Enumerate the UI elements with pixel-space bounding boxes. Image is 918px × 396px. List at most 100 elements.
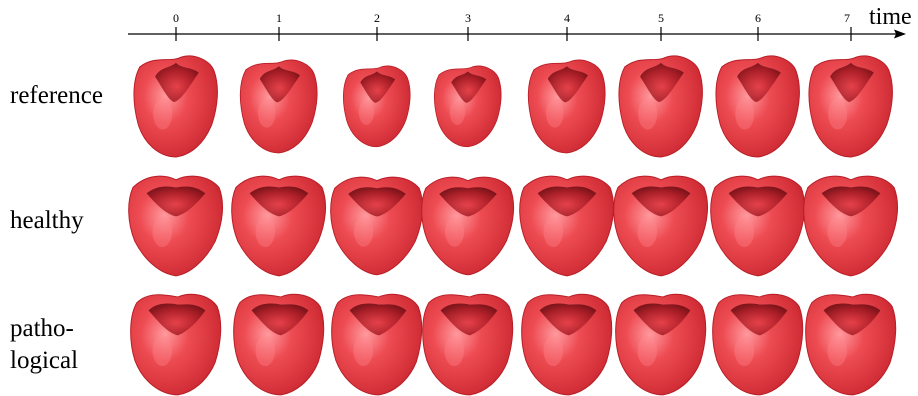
- heart-cavity: [640, 62, 684, 103]
- heart-highlight: [353, 216, 374, 247]
- heart-highlight: [444, 216, 465, 247]
- heart-ventricle-icon: [128, 175, 224, 277]
- heart-ventricle-icon: [331, 293, 423, 396]
- heart-highlight: [153, 98, 173, 130]
- heart-ventricle-icon: [712, 293, 804, 396]
- heart-cavity: [251, 303, 309, 336]
- heart-ventricle-icon: [615, 293, 707, 396]
- heart-cavity: [547, 66, 588, 103]
- time-tick-label: 4: [564, 11, 570, 25]
- heart-surface: [133, 55, 218, 158]
- row-label-pathological: patho- logical: [10, 313, 78, 377]
- heart-ventricle-icon: [527, 59, 606, 154]
- heart-highlight: [449, 99, 465, 125]
- heart-cavity: [730, 303, 788, 336]
- heart-ventricle-icon: [521, 293, 613, 396]
- heart-grid: [128, 55, 899, 396]
- heart-cavity: [155, 62, 199, 103]
- heart-cavity: [830, 62, 874, 103]
- heart-ventricle-icon: [231, 175, 327, 277]
- heart-surface: [527, 59, 606, 154]
- time-tick-label: 6: [755, 11, 761, 25]
- heart-ventricle-icon: [618, 55, 703, 158]
- heart-highlight: [255, 335, 276, 367]
- heart-highlight: [255, 216, 276, 248]
- heart-cavity: [439, 187, 497, 217]
- heart-cavity: [360, 71, 396, 103]
- heart-highlight: [152, 335, 173, 367]
- heart-ventricle-icon: [421, 176, 515, 276]
- heart-ventricle-icon: [808, 55, 893, 158]
- heart-ventricle-icon: [715, 55, 800, 158]
- heart-surface: [808, 55, 893, 158]
- row-label-reference: reference: [10, 82, 103, 109]
- heart-highlight: [828, 98, 848, 130]
- row-label-pathological-line-2: logical: [10, 347, 79, 374]
- heart-cavity: [737, 62, 781, 103]
- heart-cavity: [148, 303, 206, 336]
- heart-ventricle-icon: [710, 175, 806, 277]
- heart-surface: [421, 176, 515, 276]
- heart-highlight: [827, 335, 848, 367]
- heart-surface: [710, 175, 806, 277]
- heart-ventricle-icon: [805, 293, 897, 396]
- heart-highlight: [735, 98, 755, 130]
- row-label-healthy: healthy: [10, 207, 84, 234]
- heart-ventricle-icon: [422, 293, 514, 396]
- heart-highlight: [637, 216, 658, 248]
- time-tick-label: 5: [658, 11, 664, 25]
- heart-ventricle-icon: [803, 175, 899, 277]
- time-axis: time 0 1 2 3 4 5 6 7: [128, 4, 912, 41]
- heart-ventricle-icon: [519, 175, 615, 277]
- heart-highlight: [637, 335, 658, 367]
- heart-highlight: [258, 98, 276, 128]
- heart-surface: [231, 175, 327, 277]
- time-tick-label: 7: [844, 11, 850, 25]
- heart-cavity: [451, 71, 487, 103]
- heart-cavity: [631, 186, 691, 217]
- heart-cavity: [349, 303, 407, 336]
- heart-highlight: [543, 216, 564, 248]
- heart-highlight: [827, 216, 848, 248]
- heart-ventricle-icon: [330, 176, 424, 276]
- heart-highlight: [734, 335, 755, 367]
- heart-surface: [128, 175, 224, 277]
- heart-cavity: [728, 186, 788, 217]
- heart-highlight: [152, 216, 173, 248]
- heart-ventricle-icon: [342, 65, 411, 148]
- heart-surface: [803, 175, 899, 277]
- time-axis-title: time: [869, 4, 912, 30]
- heart-surface: [239, 59, 318, 154]
- heart-highlight: [638, 98, 658, 130]
- heart-highlight: [543, 335, 564, 367]
- heart-highlight: [444, 335, 465, 367]
- heart-surface: [715, 55, 800, 158]
- heart-ventricle-icon: [130, 293, 222, 396]
- heart-cavity: [823, 303, 881, 336]
- time-tick-label: 3: [465, 11, 471, 25]
- heart-cavity: [633, 303, 691, 336]
- time-tick-label: 0: [173, 11, 179, 25]
- heart-highlight: [734, 216, 755, 248]
- heart-ventricle-icon: [613, 175, 709, 277]
- heart-cavity: [146, 186, 206, 217]
- heart-ventricle-icon: [239, 59, 318, 154]
- heart-surface: [433, 65, 502, 148]
- heart-cavity: [539, 303, 597, 336]
- arrow-right-icon: [894, 29, 906, 39]
- heart-surface: [519, 175, 615, 277]
- heart-surface: [613, 175, 709, 277]
- heart-ventricle-icon: [233, 293, 325, 396]
- heart-cavity: [440, 303, 498, 336]
- heart-surface: [342, 65, 411, 148]
- heart-cavity: [259, 66, 300, 103]
- heart-ventricle-icon: [433, 65, 502, 148]
- heart-surface: [330, 176, 424, 276]
- heart-cavity: [249, 186, 309, 217]
- heart-cavity: [537, 186, 597, 217]
- heart-cavity: [348, 187, 406, 217]
- time-tick-label: 2: [374, 11, 380, 25]
- heart-surface: [618, 55, 703, 158]
- heart-highlight: [546, 98, 564, 128]
- heart-cavity: [821, 186, 881, 217]
